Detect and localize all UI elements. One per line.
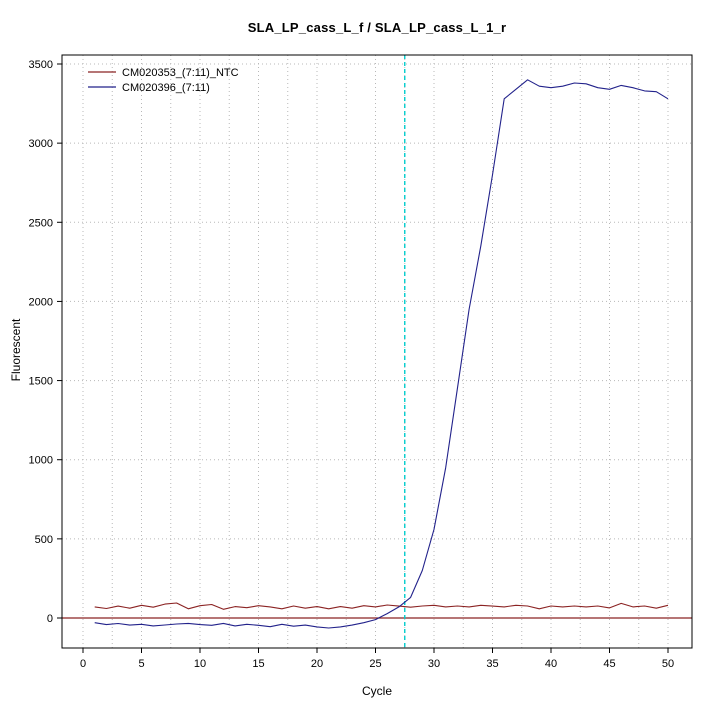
legend-label: CM020396_(7:11) [122,82,210,94]
gridlines [62,55,692,648]
y-tick-label: 2000 [29,296,53,308]
y-tick-label: 500 [35,534,53,546]
x-tick-label: 20 [311,658,323,670]
x-axis-title: Cycle [361,684,392,698]
x-tick-label: 30 [428,658,440,670]
y-tick-label: 1000 [29,455,53,467]
x-tick-label: 40 [545,658,557,670]
x-tick-label: 50 [662,658,674,670]
x-tick-label: 10 [194,658,206,670]
legend: CM020353_(7:11)_NTC CM020396_(7:11) [88,67,239,94]
y-axis-title: Fluorescent [9,318,23,382]
legend-label: CM020353_(7:11)_NTC [122,67,239,79]
y-tick-label: 2500 [29,217,53,229]
y-tick-label: 3500 [29,59,53,71]
x-tick-label: 35 [486,658,498,670]
x-tick-label: 15 [252,658,264,670]
x-tick-label: 5 [138,658,144,670]
y-tick-label: 0 [47,613,53,625]
x-tick-label: 0 [80,658,86,670]
x-tick-label: 25 [369,658,381,670]
x-tick-label: 45 [603,658,615,670]
chart-title: SLA_LP_cass_L_f / SLA_LP_cass_L_1_r [247,20,507,35]
y-tick-label: 3000 [29,138,53,150]
y-tick-label: 1500 [29,376,53,388]
series-1 [94,79,669,629]
series-0 [94,602,669,610]
plot-border [61,54,693,649]
